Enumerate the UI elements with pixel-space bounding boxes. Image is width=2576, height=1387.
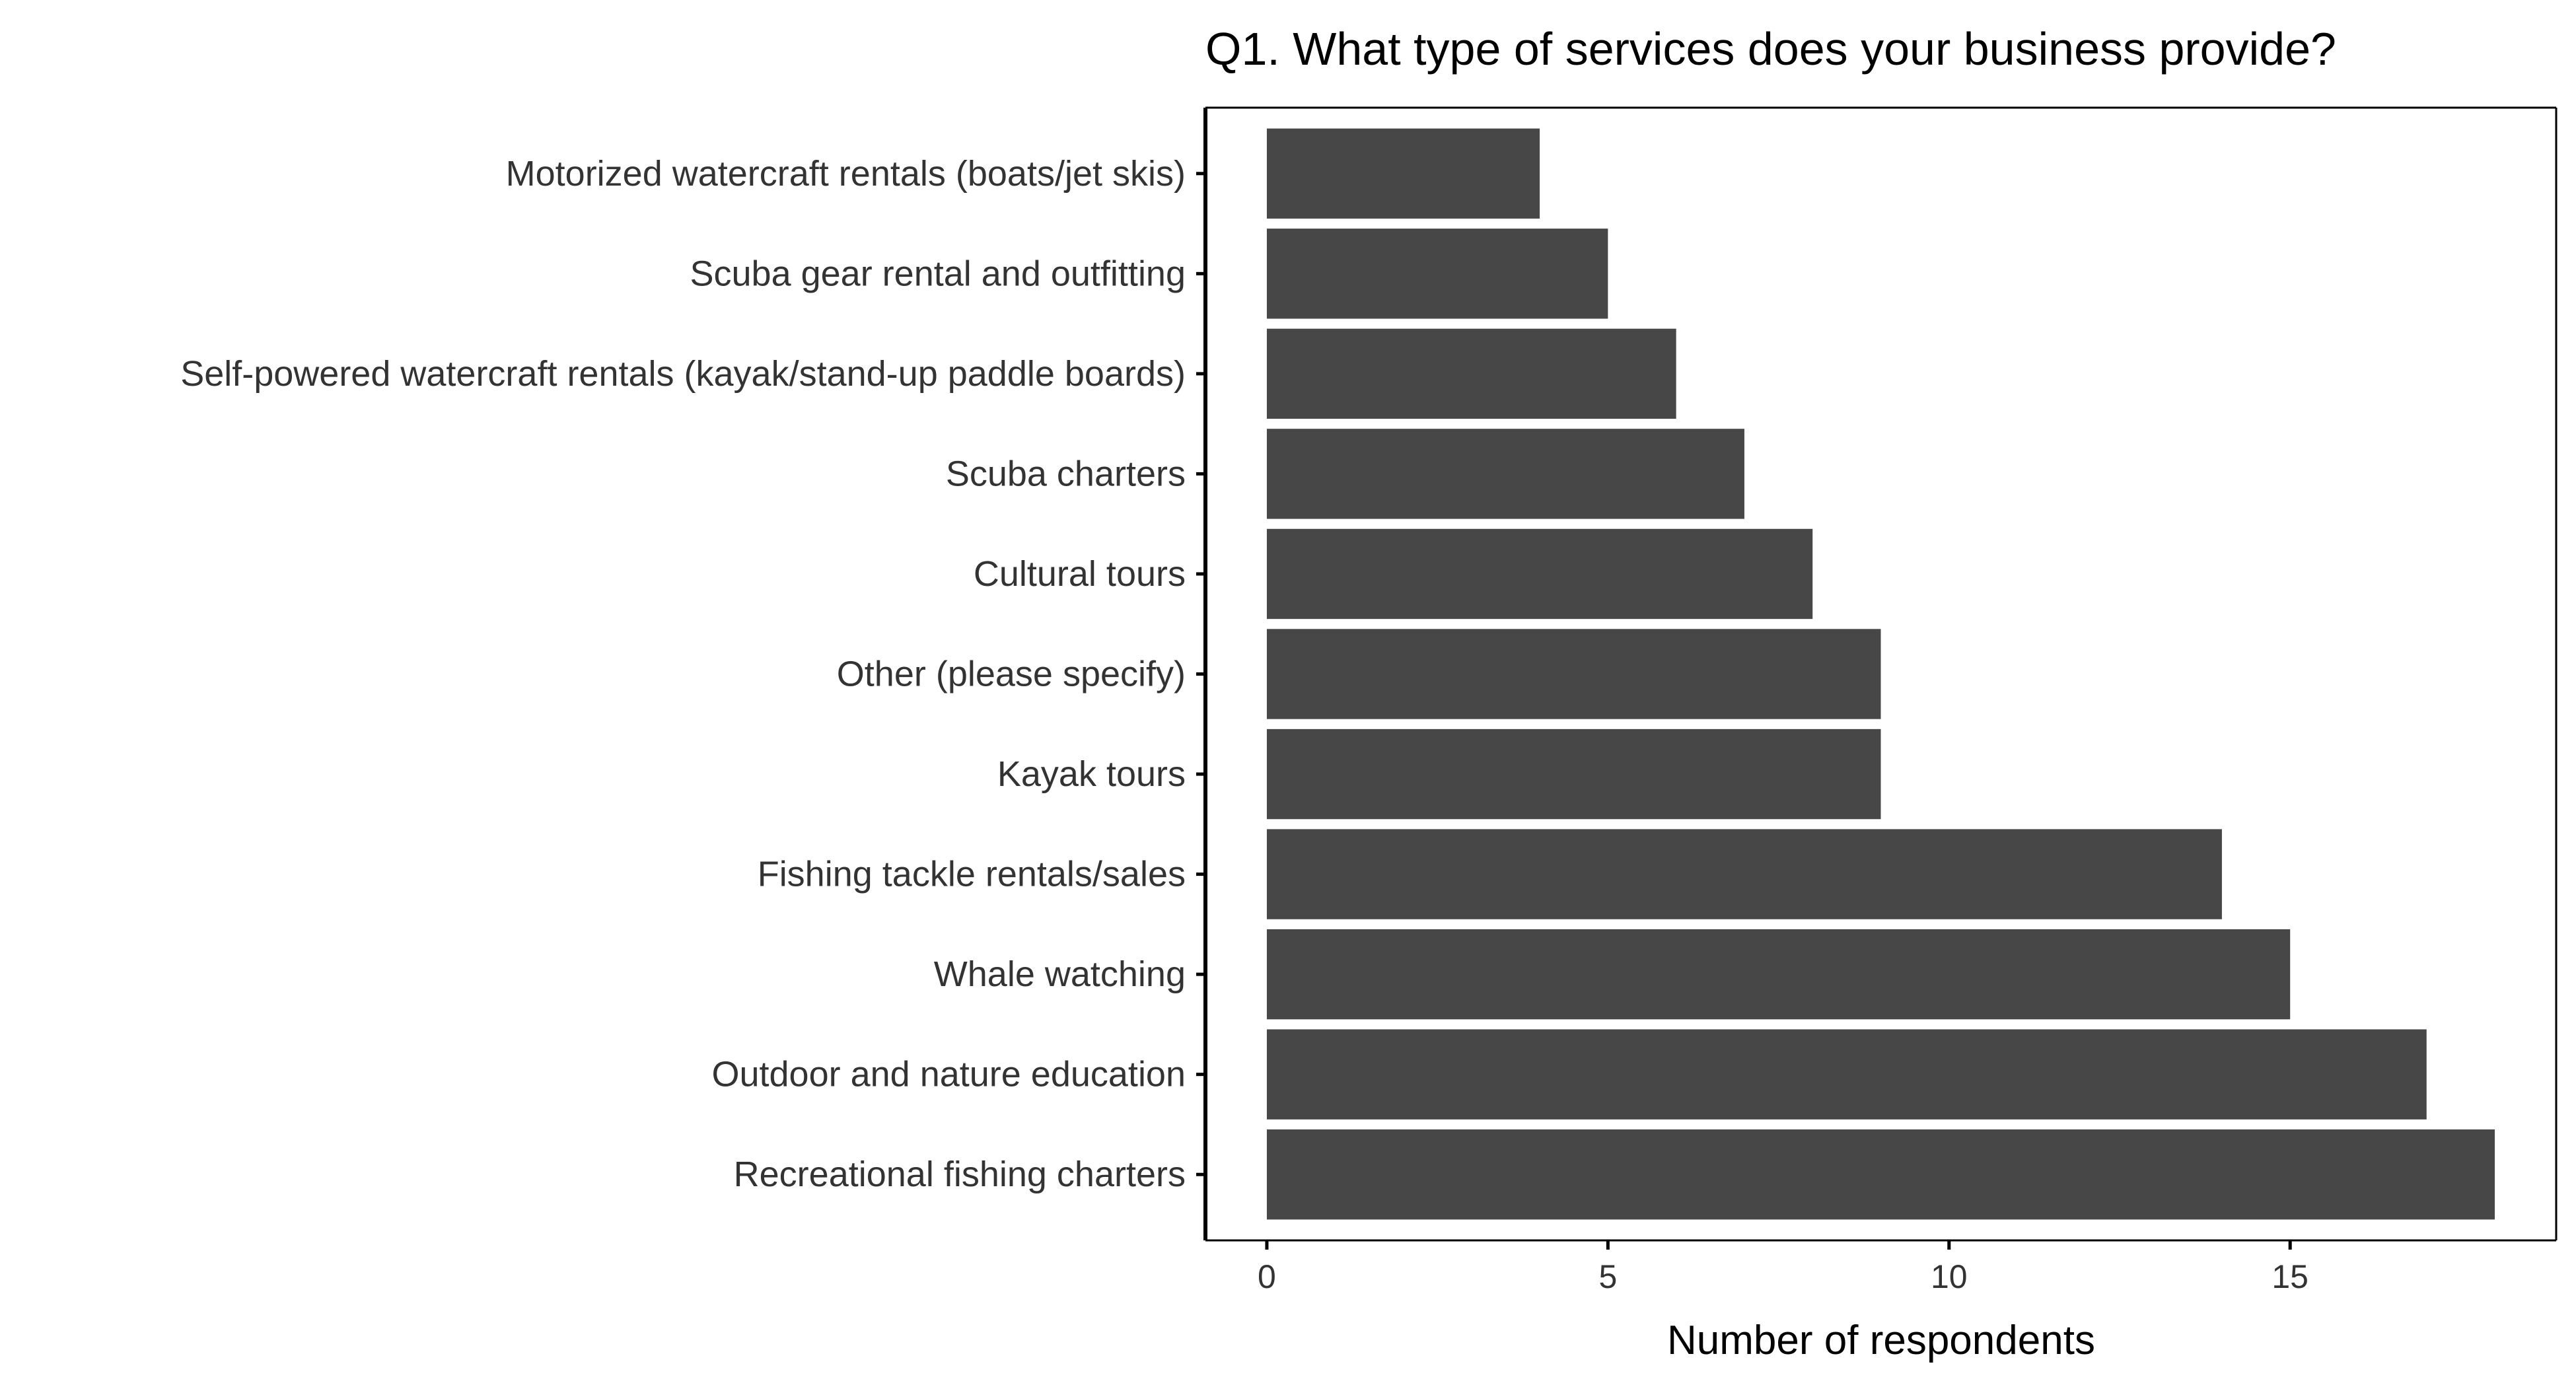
category-label: Self-powered watercraft rentals (kayak/s… (180, 354, 1186, 394)
x-axis-title: Number of respondents (1667, 1318, 2095, 1363)
category-label: Whale watching (934, 954, 1186, 994)
category-label: Motorized watercraft rentals (boats/jet … (506, 154, 1186, 194)
x-tick-label: 0 (1258, 1258, 1276, 1295)
bar (1266, 1029, 2427, 1120)
category-label: Fishing tackle rentals/sales (758, 855, 1186, 894)
bar (1266, 829, 2222, 919)
category-label: Cultural tours (974, 554, 1186, 594)
bar (1266, 929, 2291, 1020)
bar (1266, 528, 1813, 620)
category-labels-group: Motorized watercraft rentals (boats/jet … (180, 154, 1205, 1194)
bar (1266, 328, 1676, 419)
category-label: Other (please specify) (837, 655, 1186, 694)
bar (1266, 128, 1540, 219)
category-label: Scuba gear rental and outfitting (690, 254, 1186, 293)
x-tick-label: 15 (2272, 1258, 2308, 1295)
bar (1266, 729, 1881, 820)
x-ticks-group: 0 5 10 15 (1258, 1240, 2308, 1295)
bar (1266, 429, 1744, 519)
chart-title: Q1. What type of services does your busi… (1205, 23, 2336, 75)
bar (1266, 229, 1608, 319)
category-label: Outdoor and nature education (711, 1055, 1186, 1094)
category-label: Scuba charters (946, 454, 1186, 493)
bar (1266, 1129, 2495, 1220)
category-label: Recreational fishing charters (734, 1155, 1186, 1194)
bar (1266, 629, 1881, 719)
category-label: Kayak tours (997, 754, 1186, 794)
bars-group (1266, 128, 2495, 1220)
x-tick-label: 5 (1598, 1258, 1617, 1295)
x-tick-label: 10 (1931, 1258, 1968, 1295)
